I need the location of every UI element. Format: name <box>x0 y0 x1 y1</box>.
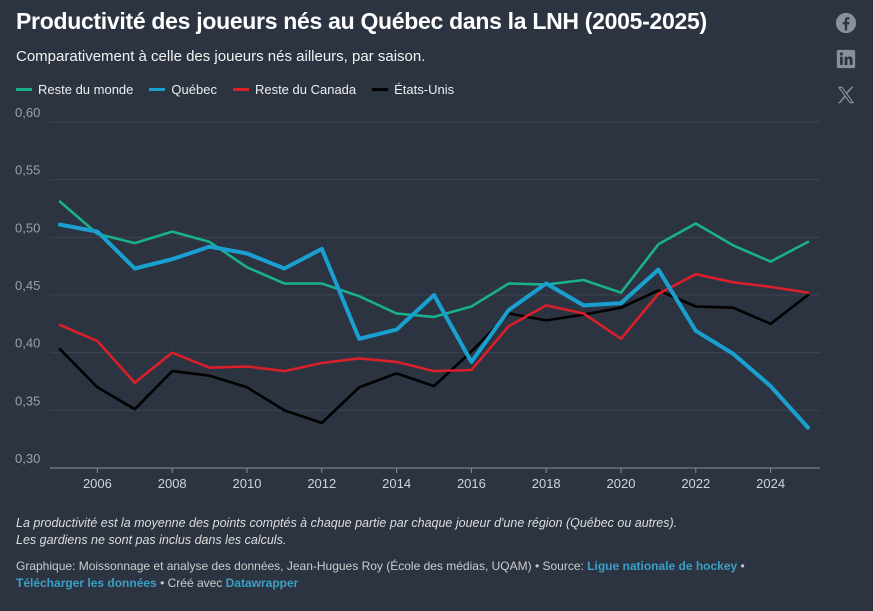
series-line-reste-du-canada <box>58 272 810 384</box>
legend-swatch <box>372 88 389 91</box>
y-tick-label: 0,45 <box>15 278 40 293</box>
facebook-icon[interactable] <box>835 12 857 34</box>
x-tick-label: 2014 <box>382 476 411 491</box>
legend-item: États-Unis <box>372 82 454 97</box>
y-tick-label: 0,60 <box>15 105 40 120</box>
share-icons <box>835 12 857 106</box>
chart-notes: La productivité est la moyenne des point… <box>16 515 677 549</box>
x-tick-label: 2022 <box>681 476 710 491</box>
legend-swatch <box>149 88 166 91</box>
separator: • <box>737 559 745 573</box>
legend-item: Reste du Canada <box>232 82 357 97</box>
legend-item: Reste du monde <box>16 82 133 97</box>
y-tick-label: 0,55 <box>15 163 40 178</box>
legend-label: États-Unis <box>394 82 455 97</box>
datawrapper-link[interactable]: Datawrapper <box>225 576 299 590</box>
x-tick-label: 2006 <box>83 476 112 491</box>
x-tick-label: 2020 <box>607 476 636 491</box>
series-line-états-unis <box>58 289 810 425</box>
x-tick-label: 2024 <box>756 476 785 491</box>
legend-label: Reste du Canada <box>254 82 357 97</box>
x-tick-label: 2018 <box>532 476 561 491</box>
y-tick-label: 0,30 <box>15 451 40 466</box>
note-line: Les gardiens ne sont pas inclus dans les… <box>16 533 287 547</box>
linkedin-icon[interactable] <box>835 48 857 70</box>
source-link[interactable]: Ligue nationale de hockey <box>587 559 738 573</box>
y-tick-label: 0,50 <box>15 220 40 235</box>
series-line-québec <box>58 222 810 430</box>
chart-title: Productivité des joueurs nés au Québec d… <box>16 8 707 34</box>
legend: Reste du monde Québec Reste du Canada Ét… <box>16 82 454 97</box>
legend-label: Québec <box>171 82 217 97</box>
legend-item: Québec <box>149 82 217 97</box>
x-tick-label: 2012 <box>307 476 336 491</box>
legend-swatch <box>232 88 249 91</box>
credits: Graphique: Moissonnage et analyse des do… <box>16 558 856 592</box>
x-icon[interactable] <box>835 84 857 106</box>
x-tick-label: 2016 <box>457 476 486 491</box>
y-tick-label: 0,35 <box>15 393 40 408</box>
legend-swatch <box>16 88 32 91</box>
credit-text: • Créé avec <box>156 576 226 590</box>
download-data-link[interactable]: Télécharger les données <box>16 576 157 590</box>
credit-text: Graphique: Moissonnage et analyse des do… <box>16 559 588 573</box>
line-chart: 0,30 0,35 0,40 0,45 0,50 0,55 0,60 2006 2008 2010… <box>15 105 820 491</box>
y-tick-label: 0,40 <box>15 336 40 351</box>
note-line: La productivité est la moyenne des point… <box>16 516 678 530</box>
chart-subtitle: Comparativement à celle des joueurs nés … <box>16 48 426 65</box>
x-tick-label: 2008 <box>158 476 187 491</box>
series-line-reste-du-monde <box>58 200 810 319</box>
legend-label: Reste du monde <box>38 82 134 97</box>
x-tick-label: 2010 <box>233 476 262 491</box>
